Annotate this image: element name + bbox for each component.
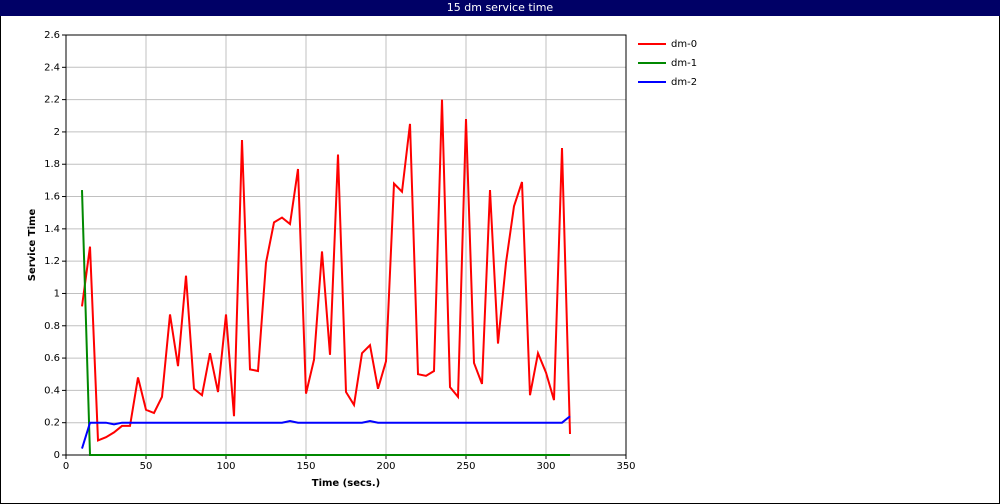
y-tick-label: 0: [54, 450, 60, 461]
y-axis-label: Service Time: [27, 209, 38, 282]
series-line: [81, 190, 570, 456]
y-tick-label: 2.2: [44, 95, 60, 106]
series-line: [81, 415, 571, 449]
series-line: [81, 99, 571, 442]
y-tick-label: 1: [54, 288, 60, 299]
x-tick-label: 100: [216, 461, 235, 472]
legend-label: dm-2: [671, 77, 697, 88]
y-tick-label: 0.8: [44, 321, 60, 332]
legend-label: dm-1: [671, 58, 697, 69]
x-tick-label: 250: [456, 461, 475, 472]
title-bar: [0, 0, 1000, 16]
y-tick-label: 2.4: [44, 62, 60, 73]
y-tick-label: 2: [54, 127, 60, 138]
chart-title: 15 dm service time: [447, 1, 554, 14]
x-tick-label: 350: [616, 461, 635, 472]
legend-label: dm-0: [671, 39, 697, 50]
x-tick-label: 0: [63, 461, 69, 472]
x-tick-label: 50: [140, 461, 153, 472]
y-tick-label: 0.4: [44, 385, 60, 396]
y-tick-label: 1.8: [44, 159, 60, 170]
x-axis-label: Time (secs.): [312, 478, 381, 489]
y-tick-label: 1.2: [44, 256, 60, 267]
y-tick-label: 0.2: [44, 418, 60, 429]
y-tick-label: 0.6: [44, 353, 60, 364]
x-tick-label: 300: [536, 461, 555, 472]
y-tick-label: 1.4: [44, 224, 60, 235]
y-tick-label: 1.6: [44, 192, 60, 203]
x-tick-label: 200: [376, 461, 395, 472]
y-tick-label: 2.6: [44, 30, 60, 41]
x-tick-label: 150: [296, 461, 315, 472]
